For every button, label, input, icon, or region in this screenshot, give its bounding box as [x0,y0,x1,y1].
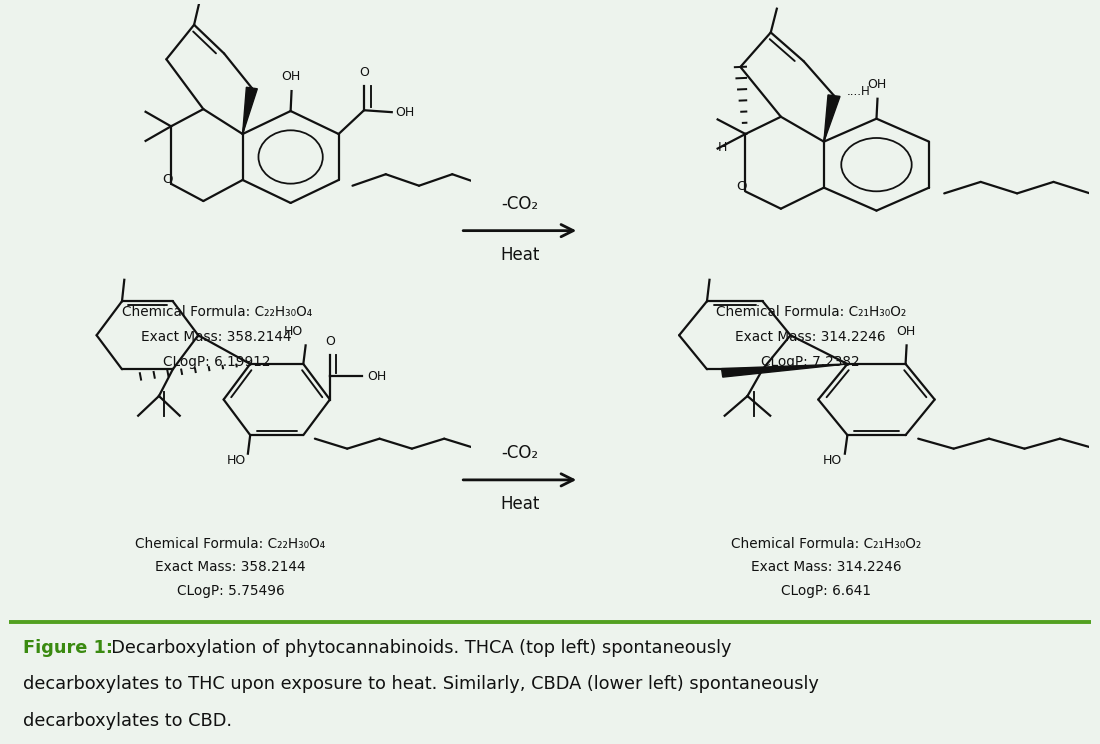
Text: HO: HO [823,454,842,466]
Text: Decarboxylation of phytocannabinoids. THCA (top left) spontaneously: Decarboxylation of phytocannabinoids. TH… [100,639,732,657]
Polygon shape [243,87,257,134]
Text: O: O [163,173,173,186]
Text: O: O [737,180,747,193]
Text: OH: OH [280,71,300,83]
Text: Chemical Formula: C₂₁H₃₀O₂: Chemical Formula: C₂₁H₃₀O₂ [716,305,905,319]
Text: Figure 1:: Figure 1: [23,639,113,657]
Text: OH: OH [867,78,887,91]
Polygon shape [824,95,840,141]
Text: CLogP: 6.641: CLogP: 6.641 [781,583,871,597]
Text: Chemical Formula: C₂₂H₃₀O₄: Chemical Formula: C₂₂H₃₀O₄ [122,305,311,319]
Text: HO: HO [227,454,246,466]
Text: O: O [324,336,334,348]
Text: OH: OH [367,370,386,383]
Text: decarboxylates to THC upon exposure to heat. Similarly, CBDA (lower left) sponta: decarboxylates to THC upon exposure to h… [23,676,818,693]
Text: Exact Mass: 314.2246: Exact Mass: 314.2246 [736,330,886,344]
Text: OH: OH [395,106,415,118]
Text: Heat: Heat [500,246,539,263]
Polygon shape [722,364,847,377]
Text: HO: HO [284,325,302,339]
Text: decarboxylates to CBD.: decarboxylates to CBD. [23,711,232,730]
Text: -CO₂: -CO₂ [502,195,538,213]
Text: O: O [359,65,369,79]
Text: Chemical Formula: C₂₁H₃₀O₂: Chemical Formula: C₂₁H₃₀O₂ [730,537,921,551]
Text: CLogP: 6.19912: CLogP: 6.19912 [163,355,271,369]
Text: OH: OH [895,325,915,339]
Text: Exact Mass: 358.2144: Exact Mass: 358.2144 [155,560,306,574]
Text: Exact Mass: 314.2246: Exact Mass: 314.2246 [750,560,901,574]
Text: CLogP: 5.75496: CLogP: 5.75496 [177,583,285,597]
Text: CLogP: 7.2382: CLogP: 7.2382 [761,355,860,369]
Text: ....H: ....H [847,85,870,97]
Text: H: H [718,141,727,154]
Text: Chemical Formula: C₂₂H₃₀O₄: Chemical Formula: C₂₂H₃₀O₄ [135,537,326,551]
Text: -CO₂: -CO₂ [502,444,538,462]
Text: Heat: Heat [500,495,539,513]
Text: Exact Mass: 358.2144: Exact Mass: 358.2144 [142,330,292,344]
